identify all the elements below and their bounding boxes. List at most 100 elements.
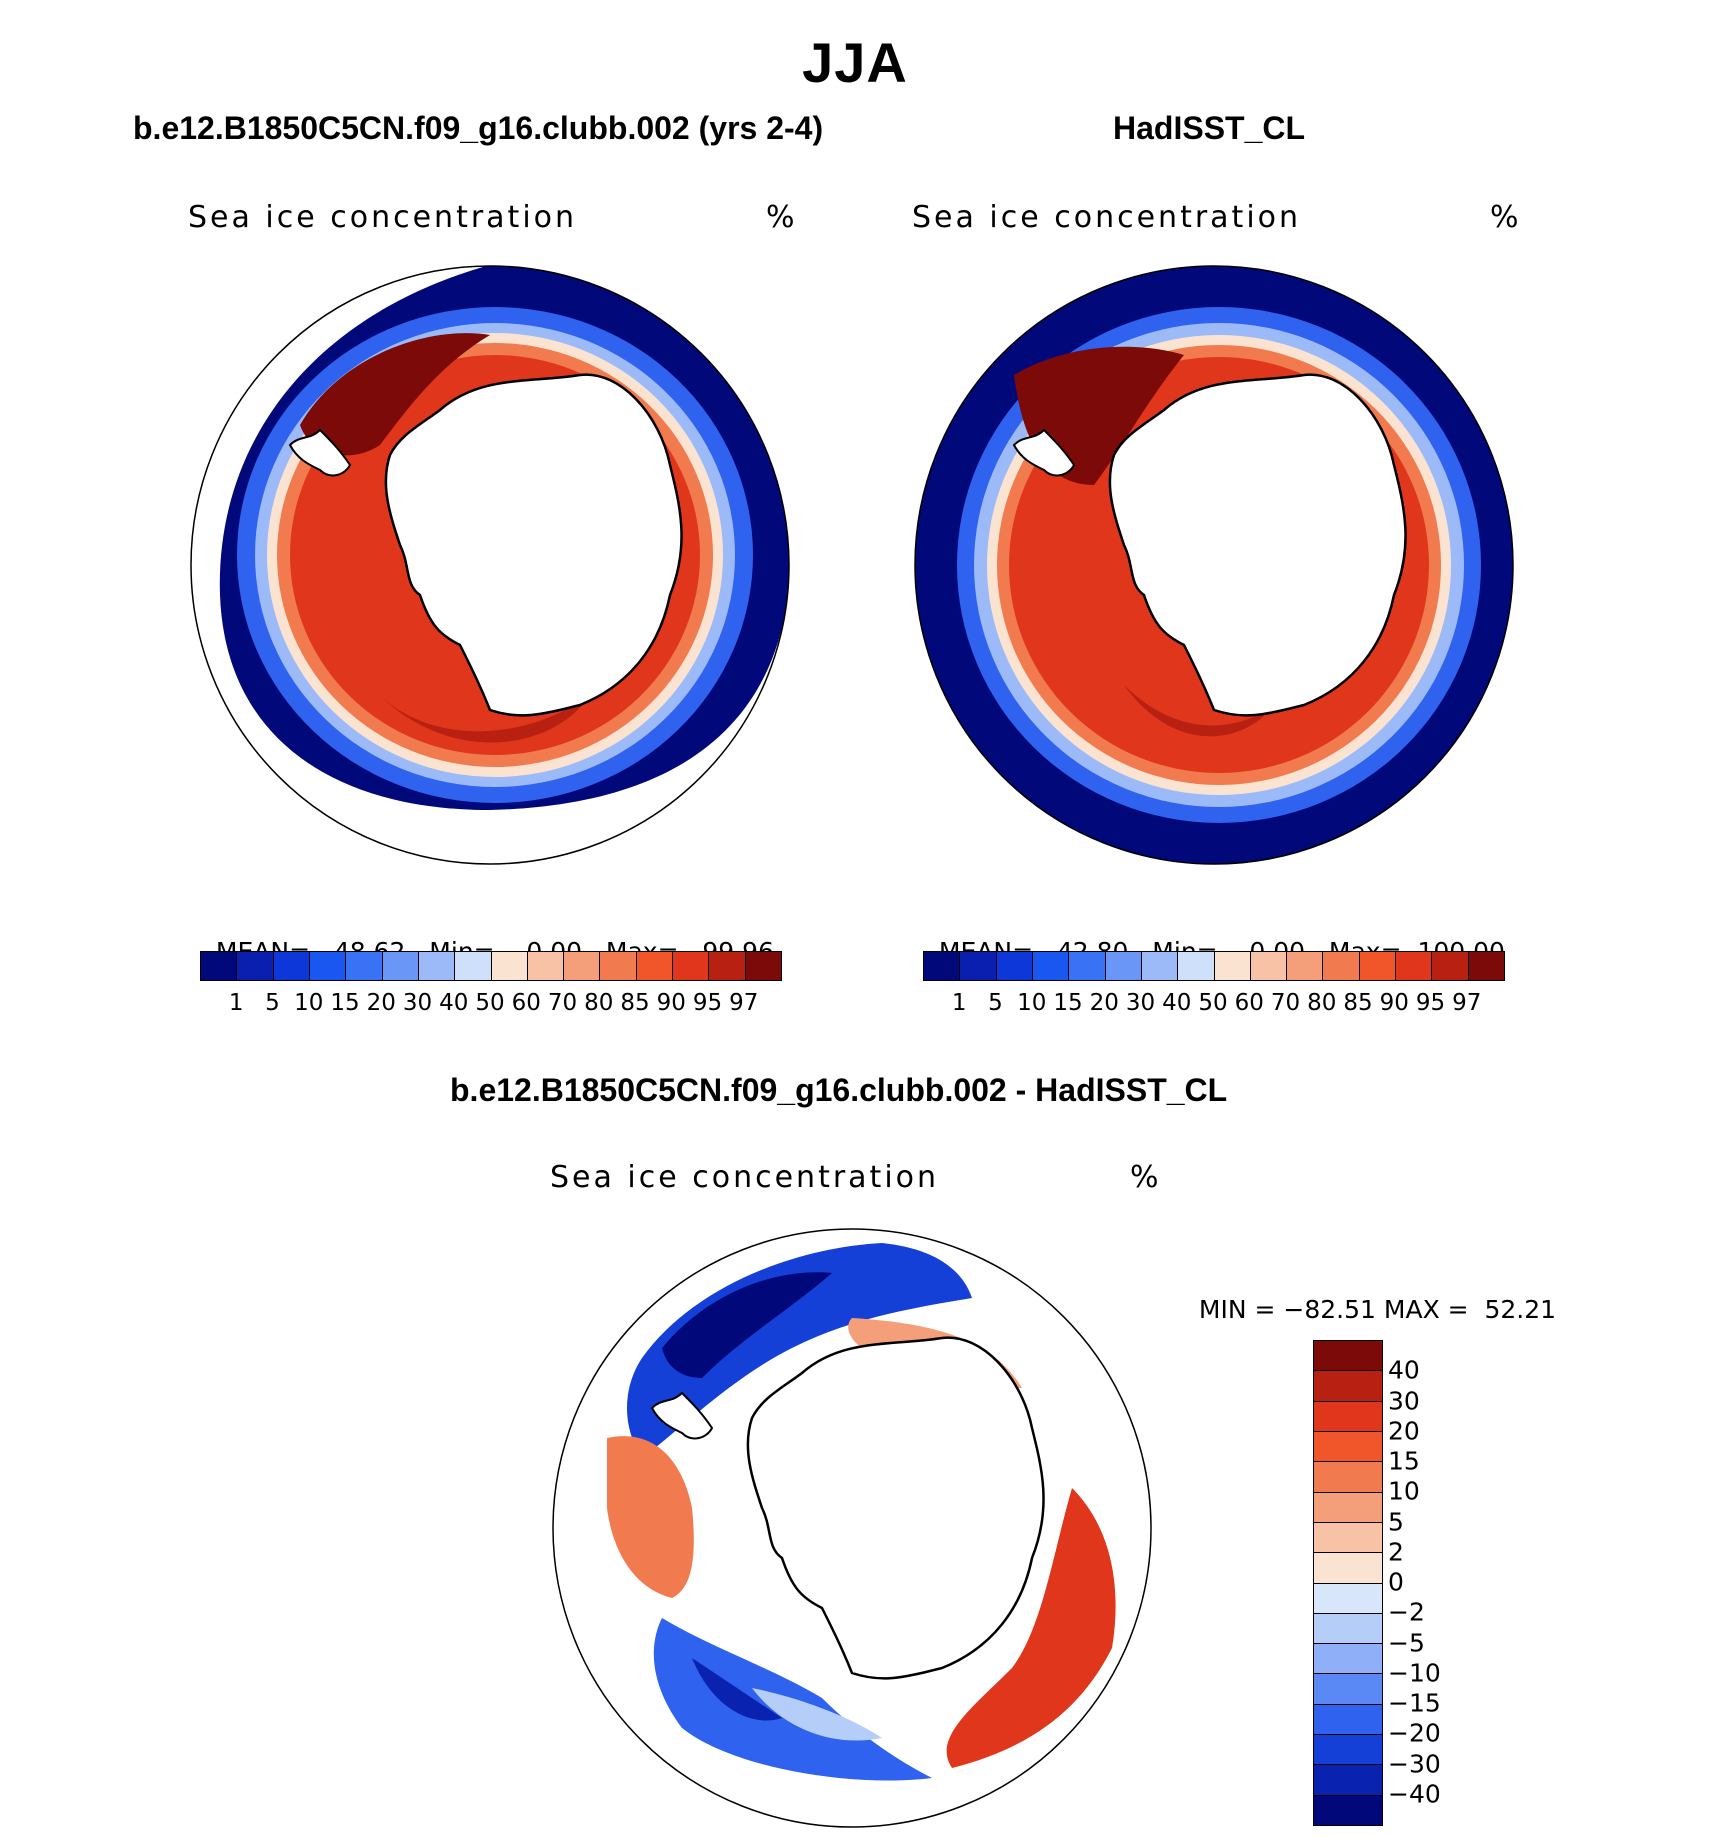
model-colorbar-tick-label: 5 bbox=[265, 990, 280, 1016]
diff-colorbar-swatch bbox=[1314, 1522, 1382, 1554]
diff-colorbar-tick-label: −40 bbox=[1388, 1779, 1441, 1809]
model-colorbar-tick-label: 15 bbox=[330, 990, 360, 1016]
diff-colorbar-swatch bbox=[1314, 1674, 1382, 1705]
model-colorbar-swatch bbox=[346, 952, 383, 980]
model-colorbar-tick-label: 80 bbox=[584, 990, 614, 1016]
diff-positive-west bbox=[607, 1436, 694, 1598]
model-colorbar-swatch bbox=[709, 952, 746, 980]
obs-colorbar-swatch bbox=[1359, 952, 1397, 980]
obs-colorbar-tick-label: 1 bbox=[951, 990, 967, 1016]
model-colorbar-tick-label: 40 bbox=[439, 990, 469, 1016]
model-colorbar bbox=[200, 951, 782, 981]
obs-colorbar-swatch bbox=[924, 952, 961, 980]
obs-colorbar-swatch bbox=[1141, 952, 1179, 980]
obs-colorbar-tick-label: 50 bbox=[1198, 990, 1228, 1016]
model-units-label: % bbox=[766, 200, 798, 235]
obs-map bbox=[914, 265, 1514, 865]
obs-colorbar-tick-label: 40 bbox=[1162, 990, 1192, 1016]
diff-colorbar-swatch bbox=[1314, 1492, 1382, 1523]
diff-colorbar-tick-label: 0 bbox=[1388, 1567, 1404, 1597]
model-colorbar-swatch bbox=[636, 952, 674, 980]
obs-colorbar-swatch bbox=[1287, 952, 1324, 980]
diff-case-title: b.e12.B1850C5CN.f09_g16.clubb.002 - HadI… bbox=[450, 1072, 1228, 1108]
diff-colorbar-tick-label: 2 bbox=[1388, 1537, 1404, 1567]
obs-colorbar bbox=[923, 951, 1505, 981]
model-colorbar-swatch bbox=[491, 952, 528, 980]
model-colorbar-tick-label: 30 bbox=[402, 990, 433, 1016]
model-colorbar-swatch bbox=[273, 952, 310, 980]
antarctic-peninsula bbox=[650, 1391, 714, 1440]
diff-colorbar-swatch bbox=[1314, 1341, 1382, 1372]
diff-min-value: −82.51 bbox=[1283, 1295, 1376, 1324]
diff-colorbar-swatch bbox=[1314, 1765, 1382, 1796]
obs-colorbar-tick-label: 10 bbox=[1017, 990, 1047, 1016]
diff-positive-east bbox=[946, 1488, 1116, 1768]
model-colorbar-tick-label: 97 bbox=[729, 990, 759, 1016]
model-colorbar-tick-label: 85 bbox=[620, 990, 650, 1016]
obs-colorbar-tick-label: 70 bbox=[1270, 990, 1301, 1016]
diff-colorbar-tick-label: 20 bbox=[1388, 1416, 1420, 1446]
obs-colorbar-tick-label: 85 bbox=[1343, 990, 1373, 1016]
diff-colorbar bbox=[1313, 1340, 1383, 1826]
diff-map bbox=[552, 1228, 1152, 1828]
diff-variable-label: Sea ice concentration bbox=[550, 1160, 940, 1195]
obs-colorbar-tick-label: 30 bbox=[1125, 990, 1156, 1016]
diff-colorbar-swatch bbox=[1314, 1431, 1382, 1463]
obs-colorbar-swatch bbox=[1432, 952, 1469, 980]
model-colorbar-swatch bbox=[418, 952, 456, 980]
model-colorbar-swatch bbox=[237, 952, 274, 980]
ice-band-darkred-2 bbox=[1124, 685, 1274, 737]
model-colorbar-tick-label: 60 bbox=[511, 990, 541, 1016]
model-colorbar-tick-label: 90 bbox=[656, 990, 686, 1016]
diff-colorbar-tick-label: −30 bbox=[1388, 1749, 1441, 1778]
diff-colorbar-tick-label: 10 bbox=[1388, 1476, 1420, 1506]
model-colorbar-swatch bbox=[745, 952, 781, 980]
obs-colorbar-tick-label: 15 bbox=[1053, 990, 1083, 1016]
model-colorbar-swatch bbox=[309, 952, 347, 980]
antarctica-continent bbox=[1108, 373, 1407, 717]
diff-colorbar-labels: 40 30 20 15 10 5 2 0 −2 −5 −10 −15 −20 −30 −40 bbox=[1388, 1340, 1488, 1824]
antarctic-peninsula bbox=[1012, 428, 1076, 477]
diff-colorbar-swatch bbox=[1314, 1553, 1382, 1584]
obs-colorbar-tick-label: 60 bbox=[1234, 990, 1264, 1016]
diff-negative-south-core bbox=[692, 1658, 782, 1721]
obs-colorbar-swatch bbox=[1105, 952, 1142, 980]
obs-colorbar-swatch bbox=[1069, 952, 1106, 980]
model-colorbar-swatch bbox=[382, 952, 419, 980]
antarctica-continent bbox=[746, 1336, 1045, 1680]
diff-colorbar-swatch bbox=[1314, 1462, 1382, 1493]
obs-colorbar-swatch bbox=[1178, 952, 1215, 980]
model-colorbar-swatch bbox=[564, 952, 601, 980]
diff-colorbar-tick-label: −20 bbox=[1388, 1718, 1441, 1748]
model-colorbar-tick-label: 20 bbox=[366, 990, 396, 1016]
diff-colorbar-swatch bbox=[1314, 1613, 1382, 1645]
model-colorbar-swatch bbox=[527, 952, 565, 980]
diff-colorbar-swatch bbox=[1314, 1371, 1382, 1402]
obs-colorbar-tick-label: 97 bbox=[1452, 990, 1482, 1016]
model-colorbar-swatch bbox=[600, 952, 637, 980]
model-colorbar-labels: 1 5 10 15 20 30 40 50 60 70 80 85 90 95 97 bbox=[200, 990, 780, 1020]
diff-colorbar-swatch bbox=[1314, 1704, 1382, 1736]
diff-colorbar-tick-label: 40 bbox=[1388, 1355, 1420, 1385]
figure-title: JJA bbox=[802, 31, 908, 94]
diff-colorbar-swatch bbox=[1314, 1795, 1382, 1825]
obs-colorbar-swatch bbox=[960, 952, 997, 980]
obs-colorbar-swatch bbox=[1396, 952, 1433, 980]
diff-colorbar-tick-label: −10 bbox=[1388, 1658, 1441, 1688]
diff-negative-northwest bbox=[627, 1243, 972, 1458]
obs-colorbar-tick-label: 20 bbox=[1089, 990, 1119, 1016]
model-colorbar-tick-label: 70 bbox=[547, 990, 578, 1016]
ice-band-darkred-2 bbox=[370, 685, 590, 743]
model-colorbar-tick-label: 95 bbox=[692, 990, 723, 1016]
obs-colorbar-swatch bbox=[996, 952, 1033, 980]
diff-colorbar-tick-label: −5 bbox=[1388, 1628, 1425, 1657]
obs-colorbar-tick-label: 95 bbox=[1415, 990, 1446, 1016]
obs-units-label: % bbox=[1490, 200, 1522, 235]
model-map bbox=[190, 265, 790, 865]
model-colorbar-tick-label: 10 bbox=[294, 990, 324, 1016]
model-variable-label: Sea ice concentration bbox=[188, 200, 578, 235]
diff-near-zero bbox=[752, 1688, 882, 1741]
obs-colorbar-swatch bbox=[1323, 952, 1360, 980]
diff-max-value: 52.21 bbox=[1484, 1295, 1557, 1324]
obs-colorbar-swatch bbox=[1468, 952, 1504, 980]
